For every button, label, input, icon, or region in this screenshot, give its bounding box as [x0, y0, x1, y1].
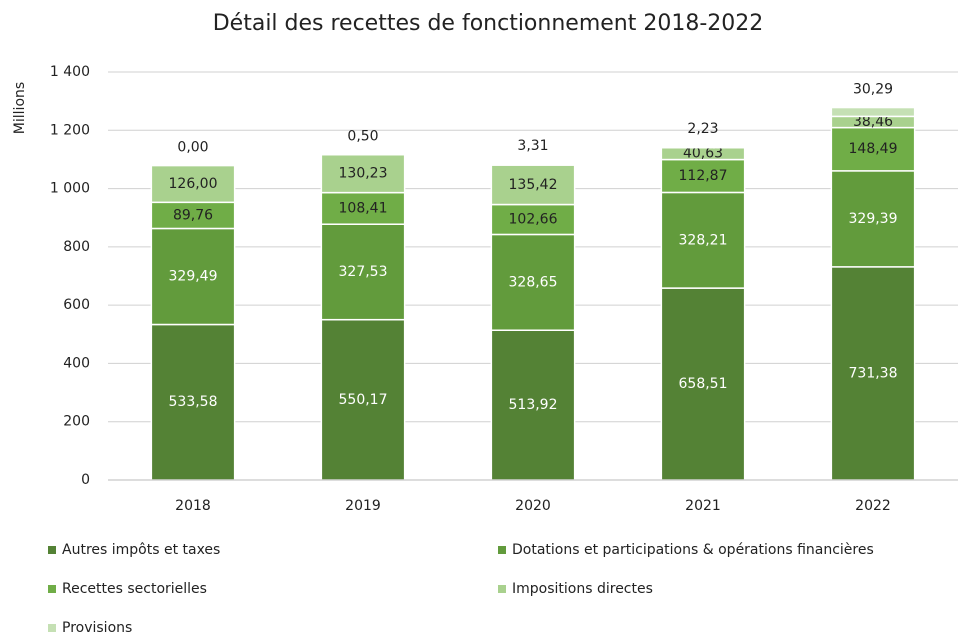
bar-segment: [490, 203, 576, 236]
legend-swatch: [48, 546, 56, 554]
bar-segment: [150, 323, 236, 481]
y-tick-label: 600: [63, 297, 90, 313]
data-label: 40,63: [683, 146, 723, 162]
legend-swatch: [498, 546, 506, 554]
bar-segment: [490, 164, 576, 206]
bar-segment: [320, 318, 406, 481]
data-label: 329,49: [169, 268, 218, 284]
x-tick-label: 2022: [855, 498, 891, 514]
data-label: 38,46: [853, 114, 893, 130]
data-label: 550,17: [339, 392, 388, 408]
data-label: 329,39: [849, 211, 898, 227]
y-tick-label: 1 000: [50, 181, 90, 197]
legend-swatch: [48, 624, 56, 632]
data-label: 2,23: [687, 121, 718, 137]
x-tick-label: 2020: [515, 498, 551, 514]
x-tick-label: 2021: [685, 498, 721, 514]
legend-swatch: [498, 585, 506, 593]
legend-swatch: [48, 585, 56, 593]
bar-segment: [490, 163, 576, 166]
data-label: 135,42: [509, 177, 558, 193]
data-label: 89,76: [173, 207, 213, 223]
x-tick-label: 2019: [345, 498, 381, 514]
bar-segment: [320, 153, 406, 194]
data-label: 112,87: [679, 168, 728, 184]
data-label: 126,00: [169, 176, 218, 192]
bar-segment: [830, 106, 916, 118]
y-tick-label: 200: [63, 414, 90, 430]
data-label: 658,51: [679, 376, 728, 392]
bar-segment: [150, 164, 236, 204]
bar-segment: [490, 233, 576, 331]
legend-label: Impositions directes: [512, 581, 653, 597]
data-label: 533,58: [169, 394, 218, 410]
data-label: 327,53: [339, 264, 388, 280]
data-label: 130,23: [339, 166, 388, 182]
data-label: 148,49: [849, 141, 898, 157]
legend-label: Dotations et participations & opérations…: [512, 542, 874, 558]
data-label: 328,21: [679, 232, 728, 248]
data-label: 513,92: [509, 397, 558, 413]
bar-segment: [660, 146, 746, 149]
y-tick-label: 800: [63, 239, 90, 255]
bar-segment: [830, 266, 916, 481]
data-label: 0,00: [177, 140, 208, 156]
bar-segment: [150, 201, 236, 230]
legend-label: Autres impôts et taxes: [62, 542, 220, 558]
y-tick-label: 1 400: [50, 64, 90, 80]
data-label: 3,31: [517, 138, 548, 154]
data-label: 0,50: [347, 129, 378, 145]
data-label: 731,38: [849, 365, 898, 381]
bar-segment: [150, 227, 236, 326]
data-label: 30,29: [853, 82, 893, 98]
data-label: 108,41: [339, 200, 388, 216]
legend-label: Recettes sectorielles: [62, 581, 207, 597]
y-axis-label: Millions: [12, 82, 28, 134]
y-tick-label: 400: [63, 355, 90, 371]
chart-title: Détail des recettes de fonctionnement 20…: [213, 11, 764, 36]
x-tick-label: 2018: [175, 498, 211, 514]
y-tick-label: 1 200: [50, 122, 90, 138]
bar-segment: [830, 170, 916, 268]
data-label: 328,65: [509, 274, 558, 290]
data-label: 102,66: [509, 211, 558, 227]
y-tick-label: 0: [81, 472, 90, 488]
legend-label: Provisions: [62, 620, 132, 634]
